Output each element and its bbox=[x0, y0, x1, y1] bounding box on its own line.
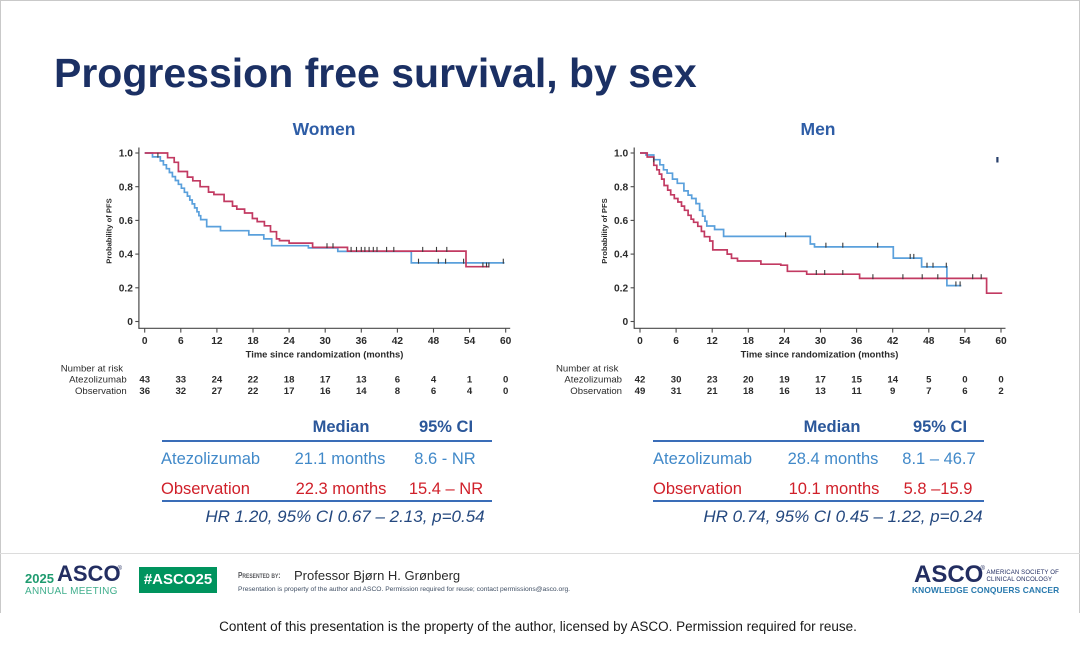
svg-text:0.8: 0.8 bbox=[119, 182, 133, 193]
svg-text:4: 4 bbox=[467, 386, 473, 397]
svg-text:Probability of PFS: Probability of PFS bbox=[105, 198, 114, 263]
svg-text:24: 24 bbox=[283, 336, 295, 347]
svg-text:Time since randomization (mont: Time since randomization (months) bbox=[741, 349, 899, 360]
svg-text:1.0: 1.0 bbox=[614, 149, 628, 160]
svg-text:16: 16 bbox=[779, 386, 790, 397]
svg-text:0.4: 0.4 bbox=[119, 250, 133, 261]
svg-text:24: 24 bbox=[212, 375, 223, 386]
svg-text:0: 0 bbox=[623, 317, 629, 328]
svg-text:6: 6 bbox=[962, 386, 967, 397]
svg-text:0.6: 0.6 bbox=[614, 216, 628, 227]
svg-text:17: 17 bbox=[284, 386, 295, 397]
svg-text:15: 15 bbox=[851, 375, 862, 386]
svg-text:6: 6 bbox=[178, 336, 184, 347]
svg-text:54: 54 bbox=[959, 336, 971, 347]
svg-text:6: 6 bbox=[431, 386, 436, 397]
svg-text:8: 8 bbox=[395, 386, 401, 397]
svg-text:Atezolizumab: Atezolizumab bbox=[564, 375, 622, 386]
svg-text:21: 21 bbox=[707, 386, 718, 397]
svg-text:22: 22 bbox=[248, 375, 259, 386]
svg-text:20: 20 bbox=[743, 375, 754, 386]
svg-text:13: 13 bbox=[815, 386, 826, 397]
svg-text:49: 49 bbox=[635, 386, 646, 397]
svg-text:2: 2 bbox=[998, 386, 1003, 397]
svg-text:6: 6 bbox=[673, 336, 679, 347]
svg-text:54: 54 bbox=[464, 336, 476, 347]
svg-text:0: 0 bbox=[503, 386, 508, 397]
svg-text:30: 30 bbox=[320, 336, 332, 347]
svg-text:60: 60 bbox=[500, 336, 512, 347]
svg-text:17: 17 bbox=[320, 375, 331, 386]
svg-text:13: 13 bbox=[356, 375, 367, 386]
svg-text:14: 14 bbox=[887, 375, 898, 386]
svg-text:36: 36 bbox=[139, 386, 150, 397]
svg-text:6: 6 bbox=[395, 375, 400, 386]
svg-text:Observation: Observation bbox=[75, 386, 127, 397]
svg-text:Number at risk: Number at risk bbox=[556, 364, 619, 375]
svg-text:7: 7 bbox=[926, 386, 931, 397]
svg-text:42: 42 bbox=[635, 375, 646, 386]
svg-text:30: 30 bbox=[815, 336, 827, 347]
svg-text:0.6: 0.6 bbox=[119, 216, 133, 227]
svg-text:Probability of PFS: Probability of PFS bbox=[600, 198, 609, 263]
svg-text:1: 1 bbox=[467, 375, 473, 386]
svg-text:0.2: 0.2 bbox=[614, 283, 628, 294]
svg-text:19: 19 bbox=[779, 375, 790, 386]
svg-text:9: 9 bbox=[890, 386, 895, 397]
svg-text:18: 18 bbox=[247, 336, 259, 347]
svg-text:24: 24 bbox=[779, 336, 791, 347]
svg-text:36: 36 bbox=[356, 336, 368, 347]
svg-text:32: 32 bbox=[175, 386, 186, 397]
svg-text:Atezolizumab: Atezolizumab bbox=[69, 375, 127, 386]
svg-text:12: 12 bbox=[211, 336, 223, 347]
svg-text:0.4: 0.4 bbox=[614, 250, 628, 261]
svg-text:18: 18 bbox=[284, 375, 295, 386]
svg-text:0.2: 0.2 bbox=[119, 283, 133, 294]
svg-text:0: 0 bbox=[998, 375, 1003, 386]
svg-text:18: 18 bbox=[743, 336, 755, 347]
svg-text:11: 11 bbox=[852, 386, 863, 397]
svg-text:0: 0 bbox=[142, 336, 148, 347]
svg-text:Number at risk: Number at risk bbox=[61, 364, 124, 375]
svg-text:31: 31 bbox=[671, 386, 682, 397]
svg-text:16: 16 bbox=[320, 386, 331, 397]
svg-text:0.8: 0.8 bbox=[614, 182, 628, 193]
svg-text:12: 12 bbox=[707, 336, 719, 347]
svg-text:22: 22 bbox=[248, 386, 259, 397]
svg-text:18: 18 bbox=[743, 386, 754, 397]
svg-text:23: 23 bbox=[707, 375, 718, 386]
svg-text:0: 0 bbox=[962, 375, 967, 386]
svg-text:60: 60 bbox=[995, 336, 1007, 347]
svg-text:5: 5 bbox=[926, 375, 932, 386]
svg-text:Time since randomization (mont: Time since randomization (months) bbox=[246, 349, 404, 360]
svg-text:36: 36 bbox=[851, 336, 863, 347]
svg-text:0: 0 bbox=[637, 336, 643, 347]
svg-text:43: 43 bbox=[139, 375, 150, 386]
svg-text:30: 30 bbox=[671, 375, 682, 386]
svg-text:48: 48 bbox=[923, 336, 935, 347]
svg-text:17: 17 bbox=[815, 375, 826, 386]
svg-text:0: 0 bbox=[503, 375, 508, 386]
svg-text:48: 48 bbox=[428, 336, 440, 347]
svg-text:Observation: Observation bbox=[570, 386, 622, 397]
svg-text:14: 14 bbox=[356, 386, 367, 397]
svg-text:1.0: 1.0 bbox=[119, 149, 133, 160]
svg-text:4: 4 bbox=[431, 375, 437, 386]
svg-text:33: 33 bbox=[175, 375, 186, 386]
svg-text:27: 27 bbox=[212, 386, 223, 397]
svg-text:42: 42 bbox=[887, 336, 899, 347]
svg-text:42: 42 bbox=[392, 336, 404, 347]
svg-text:0: 0 bbox=[127, 317, 133, 328]
